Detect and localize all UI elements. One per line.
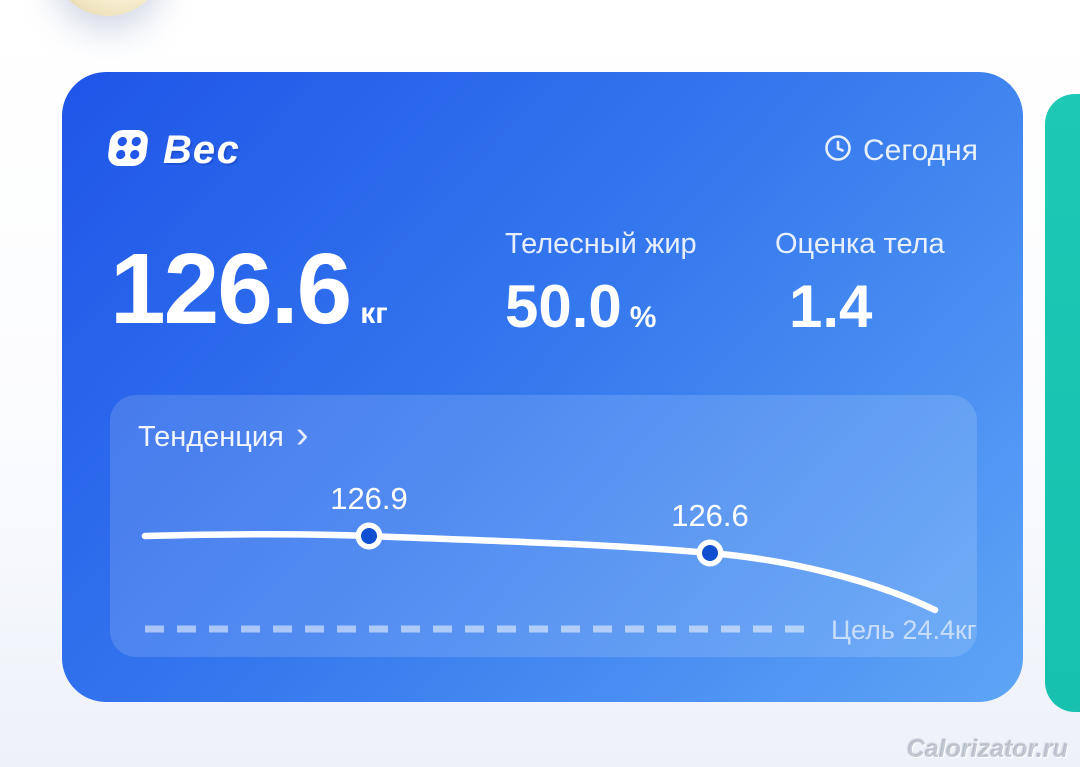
clock-icon <box>824 134 852 167</box>
body-score-value: 1.4 <box>789 273 873 340</box>
current-weight: 126.6 кг <box>110 239 388 339</box>
food-photo-partial <box>52 0 164 16</box>
trend-card[interactable]: Тенденция › 126.9 126.6 Цель 24.4кг <box>110 395 977 657</box>
weight-card: Вес Сегодня 126.6 кг Телесный жир 50.0 %… <box>62 72 1023 702</box>
watermark: Calorizator.ru <box>906 735 1068 763</box>
goal-label: Цель 24.4кг <box>831 615 977 645</box>
weight-title-group: Вес <box>107 127 240 174</box>
body-score-metric: Оценка тела 1.4 <box>775 228 945 337</box>
body-fat-value: 50.0 <box>505 273 622 340</box>
weight-card-header: Вес Сегодня <box>107 127 978 174</box>
data-point-label: 126.9 <box>330 481 408 516</box>
data-point-dot <box>702 545 718 561</box>
page-title: Вес <box>163 128 240 172</box>
body-fat-unit: % <box>629 301 657 334</box>
trend-line <box>141 530 939 614</box>
trend-chart: 126.9 126.6 Цель 24.4кг <box>141 481 977 645</box>
chevron-right-icon: › <box>295 413 309 456</box>
current-weight-unit: кг <box>360 297 388 330</box>
date-label: Сегодня <box>863 133 978 167</box>
date-selector[interactable]: Сегодня <box>824 134 978 168</box>
data-point-label: 126.6 <box>671 498 749 533</box>
weight-scale-icon <box>107 127 149 174</box>
body-score-label: Оценка тела <box>775 228 945 260</box>
body-fat-metric: Телесный жир 50.0 % <box>505 228 697 337</box>
data-point-dot <box>361 528 377 544</box>
current-weight-value: 126.6 <box>110 233 352 345</box>
trend-title: Тенденция <box>138 421 284 453</box>
trend-header-link[interactable]: Тенденция › <box>138 413 309 456</box>
next-card-peek[interactable] <box>1045 94 1080 712</box>
body-fat-label: Телесный жир <box>505 228 697 260</box>
